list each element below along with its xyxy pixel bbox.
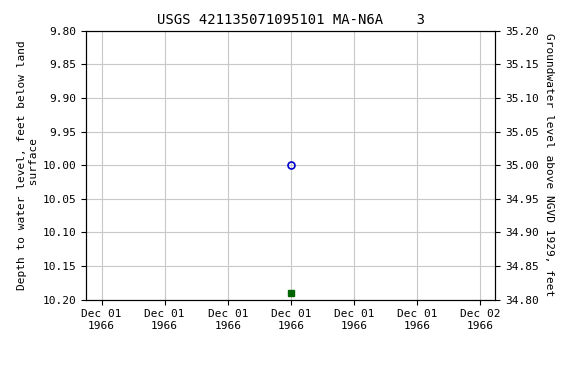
Y-axis label: Groundwater level above NGVD 1929, feet: Groundwater level above NGVD 1929, feet [544,33,554,297]
Y-axis label: Depth to water level, feet below land
 surface: Depth to water level, feet below land su… [17,40,39,290]
Title: USGS 421135071095101 MA-N6A    3: USGS 421135071095101 MA-N6A 3 [157,13,425,27]
